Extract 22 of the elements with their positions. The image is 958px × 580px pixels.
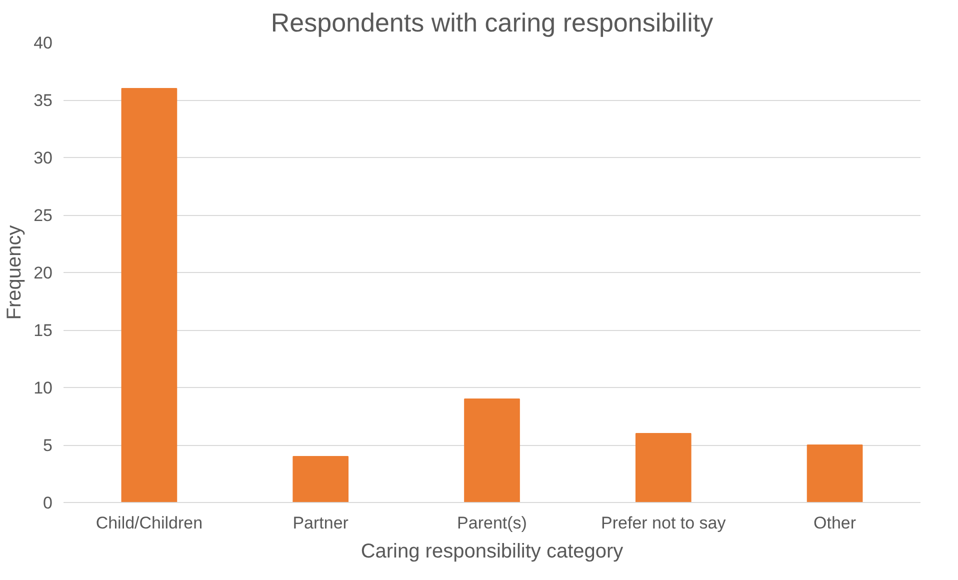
- y-tick-label: 35: [34, 91, 53, 110]
- y-tick-label: 25: [34, 206, 53, 225]
- x-tick-label: Prefer not to say: [601, 514, 726, 532]
- x-tick-label: Child/Children: [96, 514, 203, 532]
- x-tick-label: Partner: [292, 514, 349, 532]
- y-tick-label: 15: [34, 321, 53, 340]
- y-tick-label: 30: [34, 148, 53, 168]
- y-tick-label: 0: [43, 494, 53, 512]
- x-axis-title: Caring responsibility category: [360, 540, 624, 562]
- x-tick-label: Parent(s): [457, 514, 527, 532]
- bar: [806, 444, 863, 502]
- bar: [464, 398, 520, 502]
- y-tick-label: 40: [34, 34, 53, 52]
- bar: [121, 88, 178, 502]
- y-tick-label: 10: [34, 378, 53, 398]
- bar: [292, 456, 349, 502]
- chart-title: Respondents with caring responsibility: [270, 8, 714, 38]
- y-tick-label: 5: [43, 436, 53, 455]
- x-tick-label: Other: [814, 514, 856, 532]
- bar: [635, 433, 692, 502]
- y-tick-label: 20: [34, 264, 53, 282]
- y-axis-title: Frequency: [4, 225, 26, 320]
